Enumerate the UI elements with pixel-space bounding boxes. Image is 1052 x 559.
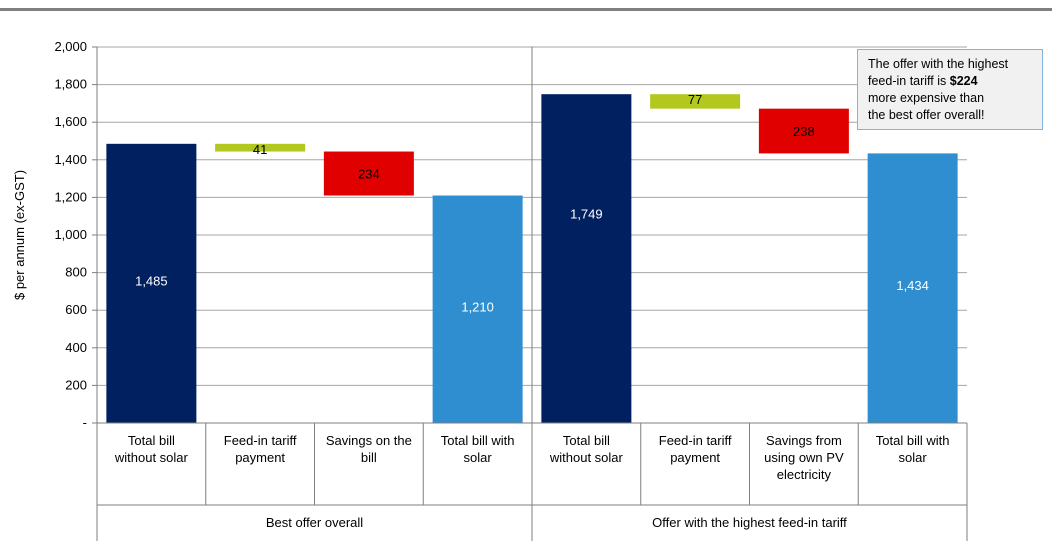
- bar-final: [867, 153, 958, 423]
- category-label: Feed-in tariff: [224, 433, 297, 448]
- y-tick-label: 1,800: [54, 77, 87, 92]
- bar-final: [432, 195, 523, 423]
- category-label: Feed-in tariff: [659, 433, 732, 448]
- data-label: 41: [253, 142, 267, 157]
- y-tick-label: 800: [65, 265, 87, 280]
- group-label: Offer with the highest feed-in tariff: [652, 515, 847, 530]
- data-label: 1,434: [896, 278, 929, 293]
- category-label: electricity: [777, 467, 832, 482]
- bar-savings: [323, 151, 414, 196]
- category-label: payment: [235, 450, 285, 465]
- group-label: Best offer overall: [266, 515, 363, 530]
- data-label: 1,485: [135, 273, 168, 288]
- callout-line-2a: feed-in tariff is: [868, 74, 950, 88]
- category-label: solar: [464, 450, 493, 465]
- y-tick-label: 2,000: [54, 39, 87, 54]
- callout-line-1: The offer with the highest: [868, 57, 1009, 71]
- category-label: Total bill with: [441, 433, 515, 448]
- category-label: without solar: [549, 450, 624, 465]
- category-label: Savings from: [766, 433, 842, 448]
- bar-fit: [215, 143, 306, 152]
- data-label: 238: [793, 124, 815, 139]
- y-tick-label: 600: [65, 302, 87, 317]
- bar-fit: [650, 94, 741, 109]
- bar-total: [106, 143, 197, 423]
- data-label: 1,749: [570, 207, 603, 222]
- category-label: Total bill with: [876, 433, 950, 448]
- y-tick-label: 1,600: [54, 114, 87, 129]
- y-tick-label: 1,200: [54, 189, 87, 204]
- category-label: Total bill: [128, 433, 175, 448]
- data-label: 234: [358, 167, 380, 182]
- callout-line-4: the best offer overall!: [868, 108, 985, 122]
- callout-annotation: The offer with the highest feed-in tarif…: [857, 49, 1043, 130]
- y-tick-label: 400: [65, 340, 87, 355]
- y-tick-label: 1,400: [54, 152, 87, 167]
- callout-amount: $224: [949, 74, 978, 88]
- category-label: solar: [899, 450, 928, 465]
- y-tick-label: -: [83, 415, 87, 430]
- category-label: Total bill: [563, 433, 610, 448]
- category-label: Savings on the: [326, 433, 412, 448]
- y-tick-label: 1,000: [54, 227, 87, 242]
- category-label: payment: [670, 450, 720, 465]
- data-label: 1,210: [461, 299, 494, 314]
- category-label: bill: [361, 450, 377, 465]
- data-label: 77: [688, 92, 702, 107]
- category-label: using own PV: [764, 450, 844, 465]
- bar-savings: [758, 108, 849, 154]
- top-rule: [0, 8, 1052, 11]
- callout-line-3: more expensive than: [868, 91, 985, 105]
- category-label: without solar: [114, 450, 189, 465]
- y-tick-label: 200: [65, 377, 87, 392]
- bar-total: [541, 94, 632, 424]
- y-axis-label: $ per annum (ex-GST): [12, 170, 27, 300]
